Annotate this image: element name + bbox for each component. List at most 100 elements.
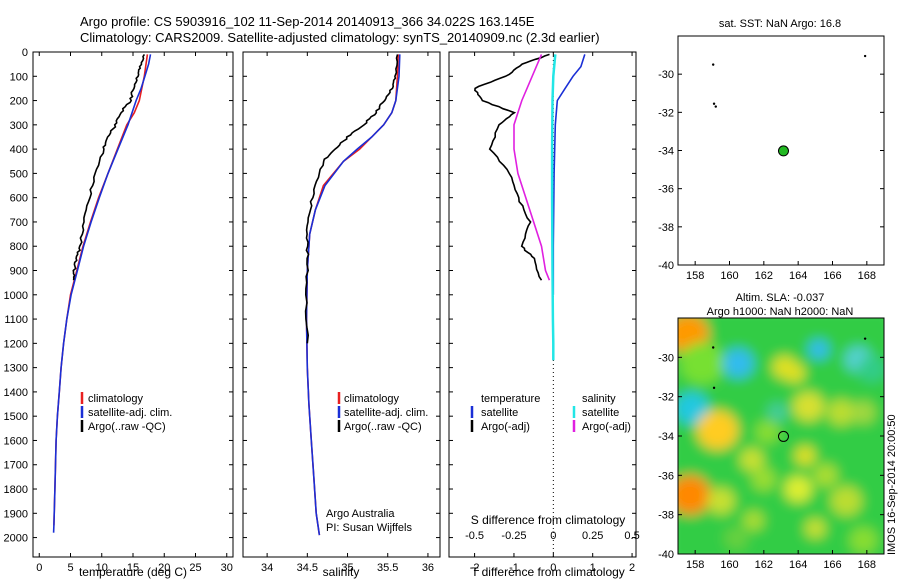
legend-salinity-title: salinity bbox=[582, 393, 616, 405]
sla-anomaly-patch bbox=[784, 476, 812, 503]
sla-anomaly-patch bbox=[849, 527, 878, 554]
sla-anomaly-patch bbox=[722, 348, 754, 378]
x-tick-label: 0 bbox=[550, 562, 556, 574]
depth-tick-label: 0 bbox=[22, 47, 28, 59]
map-x-tick-label: 158 bbox=[686, 270, 704, 282]
sst-map-title: sat. SST: NaN Argo: 16.8 bbox=[719, 18, 841, 30]
depth-tick-label: 900 bbox=[10, 266, 28, 278]
map-y-tick-label: -32 bbox=[658, 392, 674, 404]
depth-tick-label: 700 bbox=[10, 217, 28, 229]
map-y-tick-label: -30 bbox=[658, 352, 674, 364]
sla-anomaly-patch bbox=[813, 463, 838, 487]
x-tick-label: 35.5 bbox=[377, 562, 398, 574]
map-x-tick-label: 164 bbox=[789, 270, 807, 282]
series-line-argo-adj- bbox=[474, 53, 550, 281]
salinity-plot-frame bbox=[242, 51, 441, 558]
depth-tick-label: 1900 bbox=[4, 508, 28, 520]
island-marker bbox=[714, 105, 717, 108]
x-tick-label: 25 bbox=[189, 562, 201, 574]
series-line-satellite-adj-clim- bbox=[305, 54, 401, 536]
sla-anomaly-patch bbox=[678, 392, 709, 425]
sla-anomaly-patch bbox=[827, 399, 855, 426]
map-x-tick-label: 158 bbox=[686, 559, 704, 571]
island-marker bbox=[863, 337, 867, 340]
series-line-satellite-adj-clim- bbox=[52, 54, 152, 533]
depth-tick-label: 400 bbox=[10, 144, 28, 156]
sla-anomaly-patch bbox=[751, 467, 776, 491]
legend-s-satellite: satellite bbox=[582, 407, 619, 419]
argo-float-marker bbox=[777, 430, 789, 442]
depth-tick-label: 800 bbox=[10, 241, 28, 253]
map-x-tick-label: 166 bbox=[823, 270, 841, 282]
s-diff-tick-label: -0.5 bbox=[465, 530, 484, 542]
sla-map-title-1: Altim. SLA: -0.037 bbox=[736, 292, 825, 304]
legend-argo: Argo(..raw -QC) bbox=[88, 421, 166, 433]
map-x-tick-label: 162 bbox=[755, 270, 773, 282]
difference-legend: temperature satellite Argo(-adj) salinit… bbox=[470, 393, 631, 433]
island-marker bbox=[863, 54, 867, 58]
temperature-plot-frame bbox=[32, 51, 234, 558]
depth-tick-label: 1300 bbox=[4, 363, 28, 375]
temperature-legend: climatology satellite-adj. clim. Argo(..… bbox=[80, 392, 172, 433]
sla-anomaly-patch bbox=[858, 356, 884, 383]
x-tick-label: 2 bbox=[629, 562, 635, 574]
series-line-satellite bbox=[550, 54, 557, 361]
salinity-axis-label: salinity bbox=[323, 565, 360, 579]
island-marker bbox=[711, 346, 715, 349]
sla-anomaly-patch bbox=[755, 420, 780, 444]
map-x-tick-label: 168 bbox=[858, 559, 876, 571]
sla-anomaly-patch bbox=[679, 342, 725, 385]
map-x-tick-label: 162 bbox=[755, 559, 773, 571]
map-y-tick-label: -36 bbox=[658, 184, 674, 196]
legend-climatology: climatology bbox=[344, 393, 400, 405]
sla-anomaly-patch bbox=[851, 400, 876, 424]
sla-anomaly-patch bbox=[743, 510, 764, 531]
legend-t-argo: Argo(-adj) bbox=[481, 421, 530, 433]
x-tick-label: 0 bbox=[36, 562, 42, 574]
attribution-line-2: PI: Susan Wijffels bbox=[326, 522, 412, 534]
sla-anomaly-patch bbox=[724, 526, 749, 550]
map-y-tick-label: -40 bbox=[658, 260, 674, 272]
sla-anomaly-patch bbox=[830, 486, 862, 516]
x-tick-label: 15 bbox=[127, 562, 139, 574]
sla-anomaly-patch bbox=[678, 475, 711, 515]
sla-map-title-2: Argo h1000: NaN h2000: NaN bbox=[707, 306, 854, 318]
difference-plot-frame bbox=[448, 51, 637, 558]
series-line-argo-adj- bbox=[513, 54, 551, 281]
sla-anomaly-patch bbox=[784, 363, 806, 383]
sla-anomaly-patch bbox=[767, 402, 788, 423]
series-line-argo-raw-qc- bbox=[304, 54, 399, 344]
map-x-tick-label: 160 bbox=[720, 559, 738, 571]
title-line-1: Argo profile: CS 5903916_102 11-Sep-2014… bbox=[80, 14, 535, 29]
x-tick-label: -1 bbox=[509, 562, 519, 574]
series-line-argo-raw-qc- bbox=[72, 53, 146, 281]
depth-tick-label: 1200 bbox=[4, 338, 28, 350]
x-tick-label: 35 bbox=[341, 562, 353, 574]
map-x-tick-label: 168 bbox=[858, 270, 876, 282]
depth-tick-label: 1600 bbox=[4, 435, 28, 447]
s-difference-axis-label: S difference from climatology bbox=[471, 513, 626, 527]
x-tick-label: 34 bbox=[261, 562, 273, 574]
temperature-axis-label: temperature (deg C) bbox=[79, 565, 187, 579]
sla-anomaly-patch bbox=[739, 448, 764, 472]
s-diff-tick-label: 0.25 bbox=[582, 530, 603, 542]
map-x-tick-label: 164 bbox=[789, 559, 807, 571]
depth-tick-label: 1000 bbox=[4, 290, 28, 302]
legend-s-argo: Argo(-adj) bbox=[582, 421, 631, 433]
depth-tick-label: 500 bbox=[10, 168, 28, 180]
depth-tick-label: 1800 bbox=[4, 484, 28, 496]
depth-tick-label: 300 bbox=[10, 120, 28, 132]
sla-anomaly-patch bbox=[794, 445, 816, 466]
depth-tick-label: 1100 bbox=[4, 314, 28, 326]
x-tick-label: 34.5 bbox=[297, 562, 318, 574]
title-line-2: Climatology: CARS2009. Satellite-adjuste… bbox=[80, 30, 600, 45]
series-line-satellite bbox=[552, 54, 586, 295]
x-tick-label: 5 bbox=[67, 562, 73, 574]
legend-argo: Argo(..raw -QC) bbox=[344, 421, 422, 433]
map-y-tick-label: -30 bbox=[658, 69, 674, 81]
legend-temperature-title: temperature bbox=[481, 393, 540, 405]
x-tick-label: 30 bbox=[221, 562, 233, 574]
legend-satellite-adj: satellite-adj. clim. bbox=[344, 407, 428, 419]
s-diff-tick-label: 0.5 bbox=[624, 530, 639, 542]
